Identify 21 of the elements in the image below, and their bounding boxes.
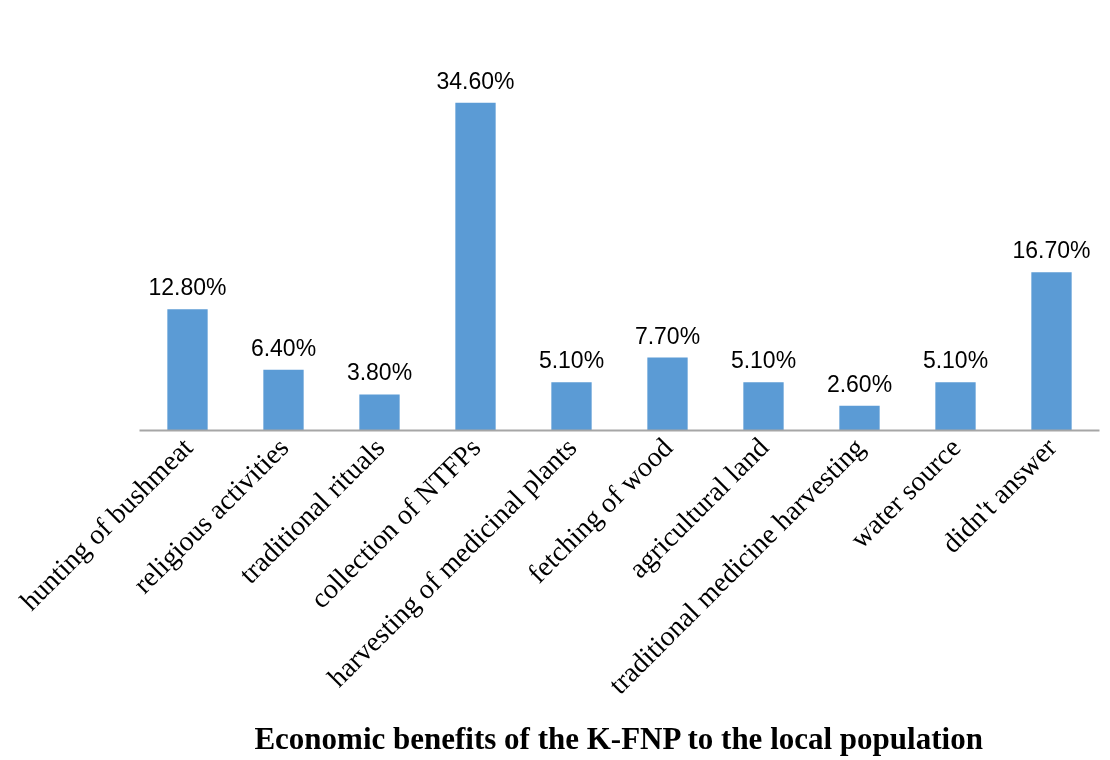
data-label: 6.40%	[250, 334, 317, 361]
data-label: 5.10%	[730, 347, 797, 374]
bar	[743, 382, 784, 431]
text: Economic benefits of the K-FNP to the local population	[254, 720, 983, 756]
data-label: 7.70%	[634, 322, 701, 349]
bar	[935, 382, 976, 431]
bar	[167, 309, 208, 431]
data-label: 5.10%	[922, 347, 989, 374]
data-label: 5.10%	[538, 347, 605, 374]
bar	[359, 394, 400, 431]
bar	[1031, 272, 1072, 431]
data-label: 12.80%	[148, 274, 227, 301]
data-label: 3.80%	[346, 359, 413, 386]
data-label: 16.70%	[1012, 237, 1091, 264]
bar	[263, 369, 304, 431]
bar	[551, 382, 592, 431]
data-label: 34.60%	[436, 67, 515, 94]
bar	[455, 102, 496, 431]
bar	[647, 357, 688, 431]
data-label: 2.60%	[826, 370, 893, 397]
bar	[839, 405, 880, 431]
